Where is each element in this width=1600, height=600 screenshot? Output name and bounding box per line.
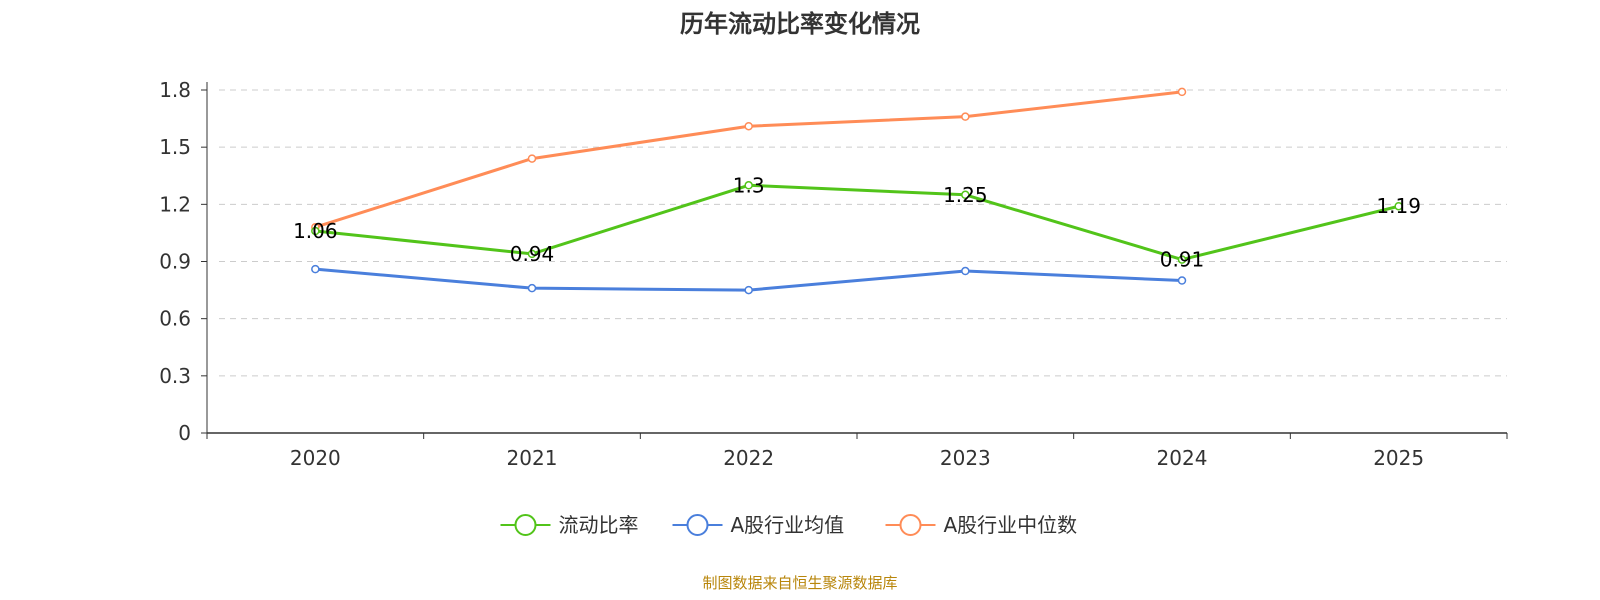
legend-marker bbox=[514, 514, 537, 536]
grid bbox=[219, 89, 1507, 377]
data-point bbox=[1177, 276, 1187, 285]
data-point bbox=[744, 181, 753, 190]
data-point bbox=[744, 285, 753, 295]
y-tick-label: 1.2 bbox=[159, 192, 191, 216]
y-tick-label: 0 bbox=[178, 421, 191, 445]
data-point bbox=[311, 226, 320, 236]
data-label: 0.94 bbox=[510, 242, 555, 266]
data-point bbox=[1394, 201, 1403, 211]
y-tick-label: 0.9 bbox=[159, 250, 191, 274]
legend[interactable]: 流动比率 A股行业均值 A股行业中位数 bbox=[500, 513, 1078, 537]
legend-label: 流动比率 bbox=[559, 513, 639, 537]
axes: 0 0.3 0.6 0.9 1.2 1.5 1.8 2020 2021 2022 2023 2024 2… bbox=[159, 78, 1508, 470]
series-line bbox=[314, 90, 1183, 229]
x-tick-label: 2020 bbox=[290, 446, 341, 470]
data-point bbox=[961, 266, 970, 276]
data-point bbox=[961, 190, 970, 200]
legend-item[interactable]: A股行业中位数 bbox=[885, 513, 1078, 537]
data-point bbox=[1177, 87, 1187, 97]
source-note: 制图数据来自恒生聚源数据库 bbox=[702, 574, 897, 592]
legend-label: A股行业均值 bbox=[731, 513, 845, 537]
legend-label: A股行业中位数 bbox=[944, 513, 1078, 537]
y-tick-label: 1.8 bbox=[159, 78, 191, 102]
chart-title: 历年流动比率变化情况 bbox=[680, 10, 920, 38]
data-point bbox=[961, 112, 970, 121]
x-tick-label: 2022 bbox=[723, 446, 774, 470]
data-label: 1.19 bbox=[1376, 194, 1421, 218]
legend-marker bbox=[686, 514, 709, 536]
x-tick-label: 2024 bbox=[1157, 446, 1208, 470]
data-label: 1.06 bbox=[293, 219, 338, 243]
data-label: 1.25 bbox=[943, 183, 988, 207]
y-tick-label: 1.5 bbox=[159, 135, 191, 159]
y-tick-label: 0.6 bbox=[159, 307, 191, 331]
data-point bbox=[527, 283, 537, 293]
series bbox=[311, 87, 1403, 295]
legend-marker bbox=[899, 514, 922, 536]
series-line bbox=[315, 183, 1400, 262]
x-tick-label: 2025 bbox=[1373, 446, 1424, 470]
x-tick-label: 2021 bbox=[507, 446, 558, 470]
data-point bbox=[744, 121, 753, 131]
data-label: 1.3 bbox=[733, 173, 765, 197]
data-labels: 1.06 0.94 1.3 1.25 0.91 1.19 bbox=[293, 173, 1421, 271]
data-point bbox=[527, 154, 537, 163]
legend-item[interactable]: A股行业均值 bbox=[672, 513, 845, 537]
y-tick-label: 0.3 bbox=[159, 364, 191, 388]
legend-item[interactable]: 流动比率 bbox=[500, 513, 639, 537]
data-point bbox=[311, 264, 320, 274]
data-point bbox=[527, 249, 537, 259]
x-tick-label: 2023 bbox=[940, 446, 991, 470]
data-point bbox=[1177, 255, 1187, 264]
data-label: 0.91 bbox=[1160, 248, 1205, 272]
